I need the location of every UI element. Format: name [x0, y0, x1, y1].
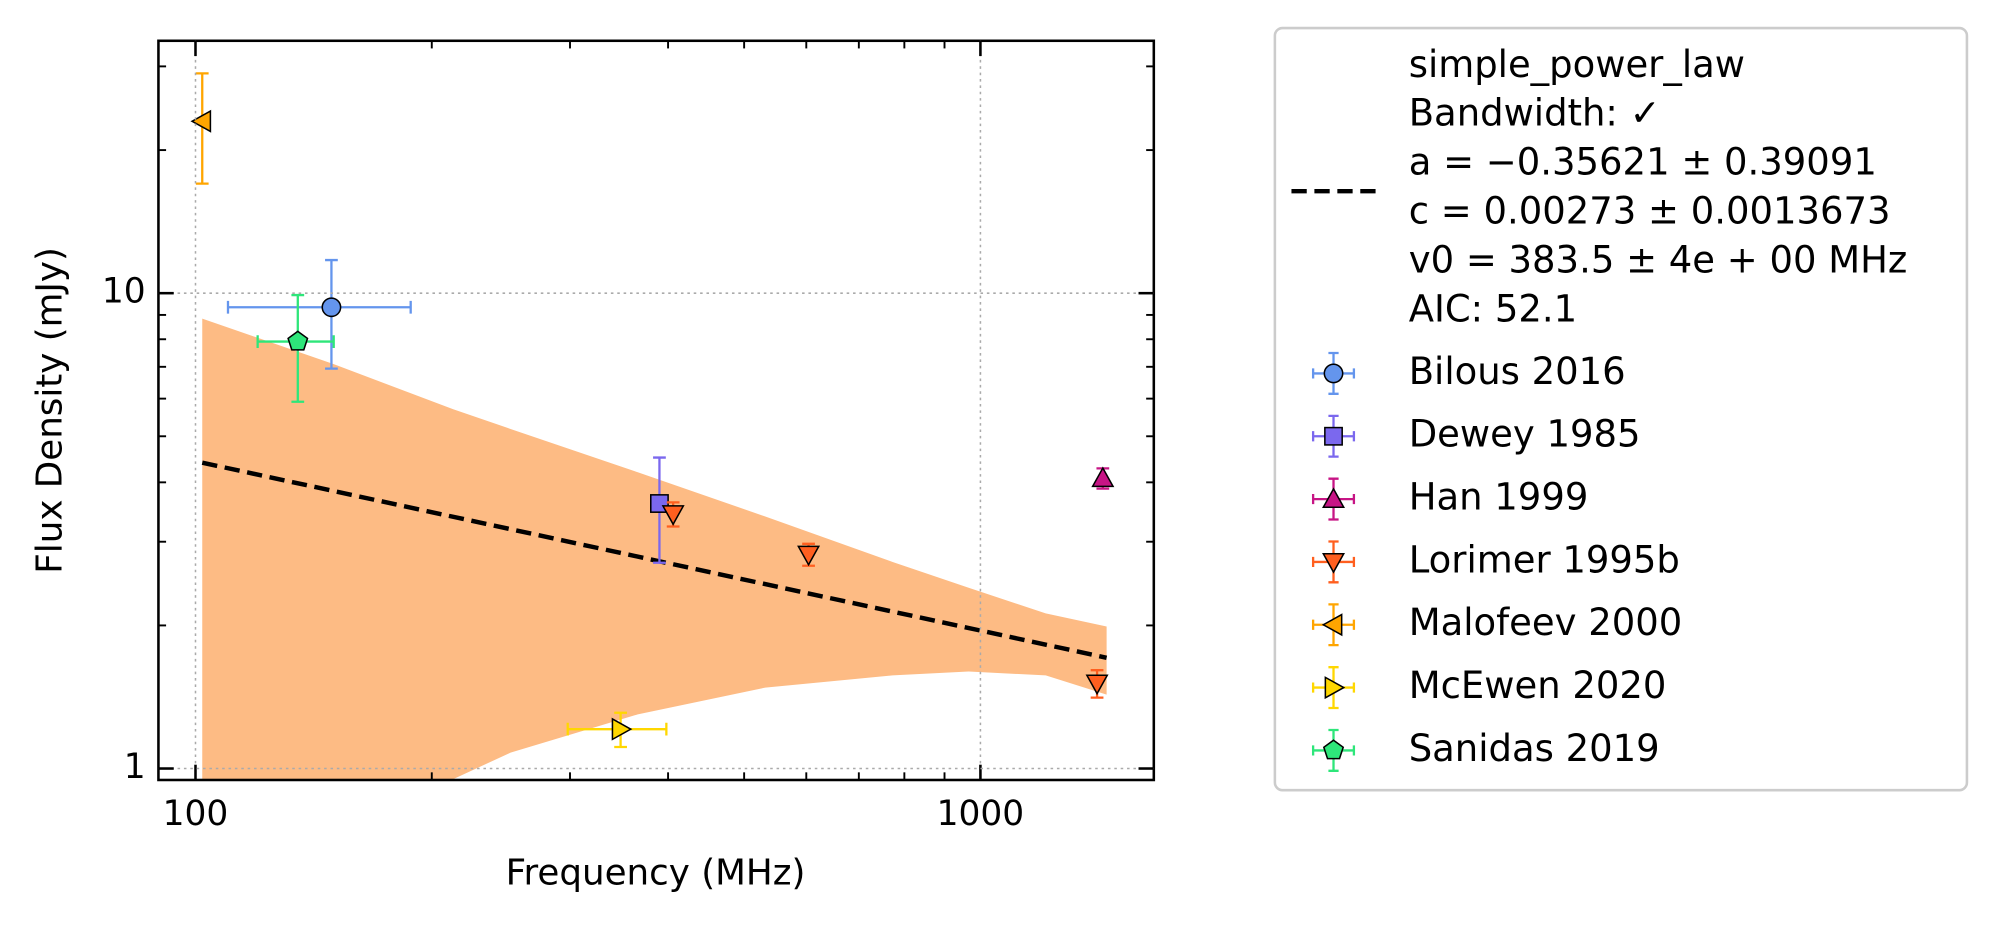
- y-tick-label: 10: [102, 272, 146, 312]
- x-axis-label: Frequency (MHz): [506, 852, 806, 893]
- legend-marker: [1321, 613, 1343, 637]
- data-point: [1085, 674, 1109, 696]
- plot-area: [190, 72, 1115, 780]
- legend: [1273, 26, 1969, 792]
- legend-label: McEwen 2020: [1409, 664, 1667, 707]
- legend-fit-text: AIC: 52.1: [1409, 287, 1577, 330]
- data-point: [661, 505, 685, 526]
- legend-label: Sanidas 2019: [1409, 727, 1660, 770]
- x-error-bar: [226, 300, 412, 314]
- data-point: [287, 330, 309, 351]
- legend-label: Han 1999: [1409, 476, 1589, 519]
- legend-label: Malofeev 2000: [1409, 601, 1683, 644]
- data-point: [190, 109, 212, 133]
- x-tick-label: 100: [163, 794, 229, 834]
- data-point: [611, 717, 633, 741]
- fit-line: [201, 460, 1108, 660]
- legend-label: Bilous 2016: [1409, 350, 1626, 393]
- fit-band: [202, 318, 1107, 780]
- legend-fit-text: a = −0.35621 ± 0.39091: [1409, 141, 1877, 184]
- legend-fit-text: simple_power_law: [1409, 43, 1745, 86]
- legend-fit-text: v0 = 383.5 ± 4e + 00 MHz: [1409, 239, 1908, 282]
- legend-label: Lorimer 1995b: [1409, 538, 1680, 581]
- y-error-bar: [195, 72, 209, 185]
- legend-marker: [1324, 426, 1343, 446]
- data-point: [797, 545, 821, 567]
- y-tick-label: 1: [124, 747, 146, 787]
- y-axis-label: Flux Density (mJy): [29, 247, 70, 574]
- legend-marker: [1324, 676, 1346, 700]
- data-point: [321, 297, 342, 318]
- x-tick-label: 1000: [937, 794, 1025, 834]
- legend-label: Dewey 1985: [1409, 413, 1641, 456]
- legend-marker: [1323, 363, 1344, 384]
- data-point: [1091, 466, 1115, 488]
- axes-frame: [157, 39, 1156, 782]
- legend-marker: [1322, 739, 1345, 760]
- legend-fit-text: Bandwidth: ✓: [1409, 92, 1661, 135]
- legend-marker: [1322, 487, 1346, 509]
- legend-fit-text: c = 0.00273 ± 0.0013673: [1409, 190, 1891, 233]
- legend-marker: [1322, 552, 1346, 574]
